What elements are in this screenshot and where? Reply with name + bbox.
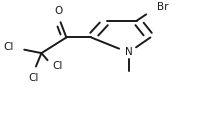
Text: Br: Br xyxy=(157,2,168,12)
Text: Cl: Cl xyxy=(3,42,13,53)
Text: O: O xyxy=(54,6,62,16)
Text: N: N xyxy=(125,47,132,58)
Text: Cl: Cl xyxy=(28,73,38,83)
Text: Cl: Cl xyxy=(53,61,63,71)
